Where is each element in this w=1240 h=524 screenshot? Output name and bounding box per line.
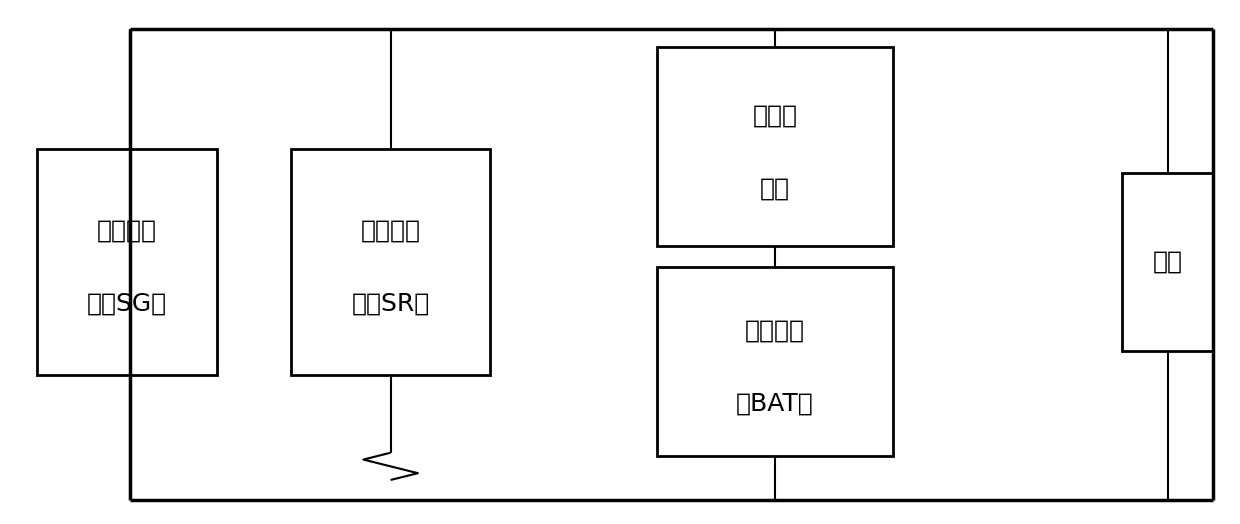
Text: （BAT）: （BAT） <box>737 391 813 416</box>
Text: 阵（SG）: 阵（SG） <box>87 292 167 316</box>
Bar <box>1122 173 1213 351</box>
Text: 分流调节: 分流调节 <box>361 219 420 243</box>
Text: 调节: 调节 <box>760 177 790 201</box>
Bar <box>657 267 893 456</box>
Text: 充放电: 充放电 <box>753 103 797 127</box>
Text: 蓄电池组: 蓄电池组 <box>745 318 805 342</box>
Text: 负载: 负载 <box>1152 250 1183 274</box>
Text: 太阳电池: 太阳电池 <box>97 219 157 243</box>
Text: 器（SR）: 器（SR） <box>351 292 430 316</box>
Bar <box>657 47 893 246</box>
Bar <box>291 149 490 375</box>
Bar <box>37 149 217 375</box>
